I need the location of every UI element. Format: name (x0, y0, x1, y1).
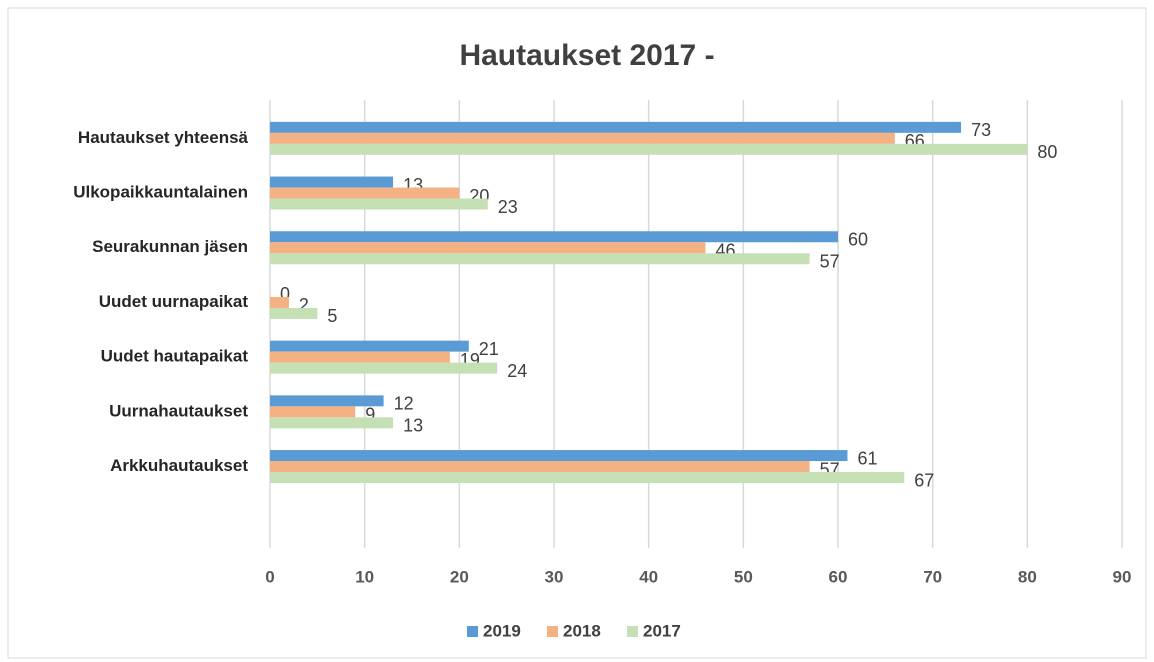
value-label: 73 (971, 120, 991, 140)
x-tick-label: 10 (355, 567, 374, 586)
bar (270, 406, 356, 418)
value-label: 67 (914, 470, 934, 490)
bar (270, 253, 810, 265)
y-tick-label: Uurnahautaukset (109, 401, 248, 420)
bar (270, 472, 905, 484)
value-label: 9 (365, 405, 375, 425)
x-tick-label: 0 (265, 567, 274, 586)
legend-swatch (547, 626, 558, 637)
value-label: 57 (820, 252, 840, 272)
value-label: 5 (327, 306, 337, 326)
y-tick-label: Uudet hautapaikat (101, 347, 249, 366)
bar (270, 176, 394, 188)
y-tick-label: Uudet uurnapaikat (99, 292, 249, 311)
x-tick-label: 80 (1018, 567, 1037, 586)
x-tick-label: 70 (923, 567, 942, 586)
chart-border (7, 7, 1147, 659)
bar (270, 121, 962, 133)
y-tick-label: Seurakunnan jäsen (92, 237, 248, 256)
bar (270, 231, 838, 243)
x-tick-label: 50 (734, 567, 753, 586)
bar (270, 143, 1028, 155)
legend-swatch (627, 626, 638, 637)
bar (270, 461, 810, 473)
bar (270, 187, 460, 199)
bar (270, 198, 488, 210)
y-tick-label: Arkkuhautaukset (110, 456, 248, 475)
bar (270, 450, 848, 462)
x-tick-label: 40 (639, 567, 658, 586)
bar (270, 395, 384, 407)
bar (270, 242, 706, 254)
y-tick-label: Ulkopaikkauntalainen (73, 183, 248, 202)
bar (270, 307, 318, 319)
bar (270, 351, 450, 363)
x-tick-label: 30 (545, 567, 564, 586)
bar (270, 417, 394, 429)
value-label: 13 (403, 416, 423, 436)
x-tick-label: 60 (829, 567, 848, 586)
chart-title: Hautaukset 2017 - (459, 39, 714, 72)
legend-label: 2018 (563, 621, 601, 640)
value-label: 80 (1037, 142, 1057, 162)
bar (270, 362, 498, 374)
y-tick-label: Hautaukset yhteensä (78, 128, 249, 147)
legend-label: 2019 (483, 621, 521, 640)
legend-label: 2017 (643, 621, 681, 640)
value-label: 2 (299, 295, 309, 315)
value-label: 12 (394, 394, 414, 414)
x-tick-label: 20 (450, 567, 469, 586)
legend-swatch (467, 626, 478, 637)
value-label: 21 (479, 339, 499, 359)
value-label: 60 (848, 230, 868, 250)
bar (270, 132, 895, 144)
bar (270, 296, 289, 308)
bar (270, 340, 469, 352)
value-label: 23 (498, 197, 518, 217)
x-tick-label: 90 (1113, 567, 1132, 586)
value-label: 61 (857, 448, 877, 468)
value-label: 0 (280, 284, 290, 304)
value-label: 24 (507, 361, 527, 381)
